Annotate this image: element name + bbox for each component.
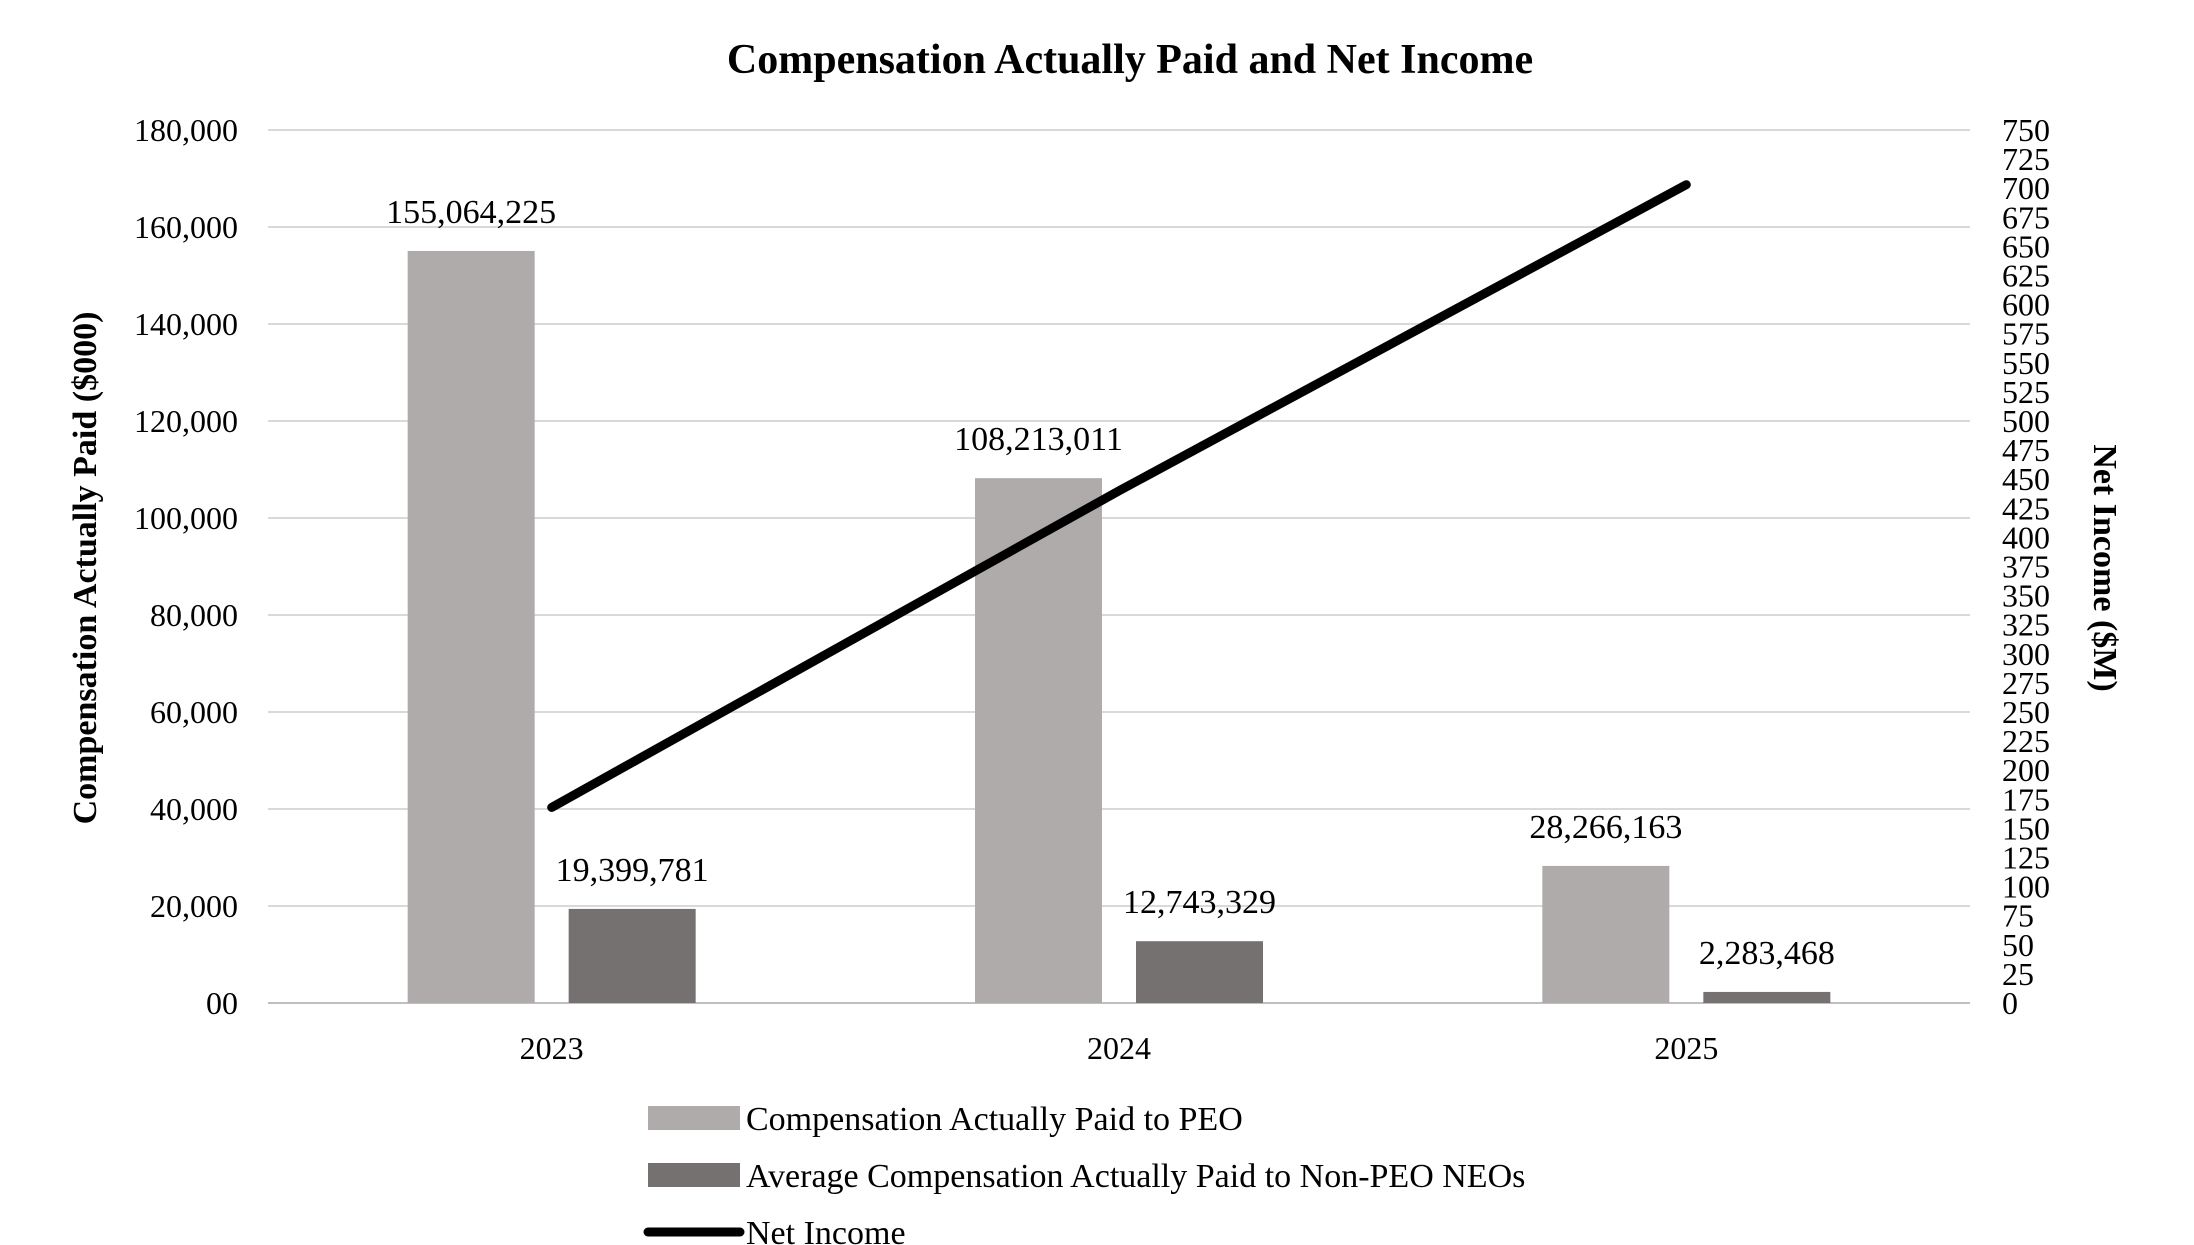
data-label: 2,283,468 xyxy=(1699,935,1835,972)
right-axis-tick-label: 750 xyxy=(2002,112,2050,148)
right-axis-title: Net Income ($M) xyxy=(2086,444,2123,691)
right-axis-tick-label: 600 xyxy=(2002,287,2050,323)
right-axis-tick-label: 550 xyxy=(2002,345,2050,381)
right-axis-tick-label: 725 xyxy=(2002,141,2050,177)
right-axis-tick-label: 275 xyxy=(2002,665,2050,701)
right-axis-tick-label: 400 xyxy=(2002,519,2050,555)
data-label: 12,743,329 xyxy=(1123,884,1276,921)
left-axis-tick-label: 100,000 xyxy=(134,500,238,536)
right-axis-tick-label: 525 xyxy=(2002,374,2050,410)
category-label: 2024 xyxy=(1087,1030,1151,1066)
legend-swatch xyxy=(648,1163,740,1187)
right-axis-tick-label: 700 xyxy=(2002,170,2050,206)
left-axis-tick-label: 20,000 xyxy=(150,888,238,924)
left-axis-tick-label: 40,000 xyxy=(150,791,238,827)
right-axis-tick-label: 425 xyxy=(2002,490,2050,526)
net-income-line-group xyxy=(547,180,1691,812)
bar-non-peo xyxy=(568,908,696,1003)
right-axis-tick-label: 575 xyxy=(2002,316,2050,352)
right-axis-tick-label: 0 xyxy=(2002,985,2018,1021)
right-axis-tick-label: 650 xyxy=(2002,228,2050,264)
bar-peo xyxy=(975,478,1102,1004)
category-label: 2025 xyxy=(1654,1030,1718,1066)
right-axis-tick-label: 475 xyxy=(2002,432,2050,468)
right-axis-tick-label: 325 xyxy=(2002,607,2050,643)
legend-label: Compensation Actually Paid to PEO xyxy=(746,1101,1243,1138)
bars xyxy=(407,250,1831,1004)
legend: Compensation Actually Paid to PEO Average… xyxy=(643,1101,1525,1245)
right-axis-tick-label: 100 xyxy=(2002,869,2050,905)
left-axis-tick-label: 00 xyxy=(206,985,238,1021)
bar-non-peo xyxy=(1136,941,1263,1003)
legend-label: Average Compensation Actually Paid to No… xyxy=(746,1158,1525,1195)
right-axis-tick-label: 450 xyxy=(2002,461,2050,497)
data-labels: 155,064,225 19,399,781 108,213,011 12,743,3… xyxy=(386,194,1835,972)
data-label: 19,399,781 xyxy=(556,852,709,889)
chart-title: Compensation Actually Paid and Net Incom… xyxy=(727,37,1533,83)
right-axis-tick-label: 350 xyxy=(2002,578,2050,614)
right-axis-tick-label: 200 xyxy=(2002,752,2050,788)
data-label: 155,064,225 xyxy=(386,194,556,231)
right-axis-tick-label: 75 xyxy=(2002,898,2034,934)
bar-peo xyxy=(407,250,535,1004)
data-label: 28,266,163 xyxy=(1529,809,1682,846)
left-axis-tick-label: 140,000 xyxy=(134,306,238,342)
right-axis-tick-label: 500 xyxy=(2002,403,2050,439)
right-axis-tick-label: 25 xyxy=(2002,956,2034,992)
right-axis-tick-label: 625 xyxy=(2002,258,2050,294)
right-axis-tick-label: 175 xyxy=(2002,781,2050,817)
left-axis-tick-label: 180,000 xyxy=(134,112,238,148)
left-axis-ticks: 00 20,000 40,000 60,000 80,000 100,000 120,000… xyxy=(134,112,238,1021)
right-axis-tick-label: 675 xyxy=(2002,199,2050,235)
left-axis-tick-label: 160,000 xyxy=(134,209,238,245)
left-axis-title: Compensation Actually Paid ($000) xyxy=(67,312,104,825)
left-axis-tick-label: 60,000 xyxy=(150,694,238,730)
left-axis-tick-label: 120,000 xyxy=(134,403,238,439)
legend-swatch xyxy=(648,1106,740,1130)
right-axis-tick-label: 150 xyxy=(2002,810,2050,846)
right-axis-tick-label: 300 xyxy=(2002,636,2050,672)
net-income-line xyxy=(547,180,1691,812)
right-axis-tick-label: 125 xyxy=(2002,840,2050,876)
category-labels: 2023 2024 2025 xyxy=(520,1030,1719,1066)
right-axis-tick-label: 50 xyxy=(2002,927,2034,963)
right-axis-tick-label: 375 xyxy=(2002,549,2050,585)
data-label: 108,213,011 xyxy=(954,421,1123,458)
right-axis-ticks: 0255075100125150175200225250275300325350… xyxy=(2002,112,2050,1021)
legend-label: Net Income xyxy=(746,1215,906,1245)
bar-peo xyxy=(1542,865,1670,1003)
left-axis-tick-label: 80,000 xyxy=(150,597,238,633)
bar-non-peo xyxy=(1703,991,1831,1003)
category-label: 2023 xyxy=(520,1030,584,1066)
right-axis-tick-label: 250 xyxy=(2002,694,2050,730)
right-axis-tick-label: 225 xyxy=(2002,723,2050,759)
